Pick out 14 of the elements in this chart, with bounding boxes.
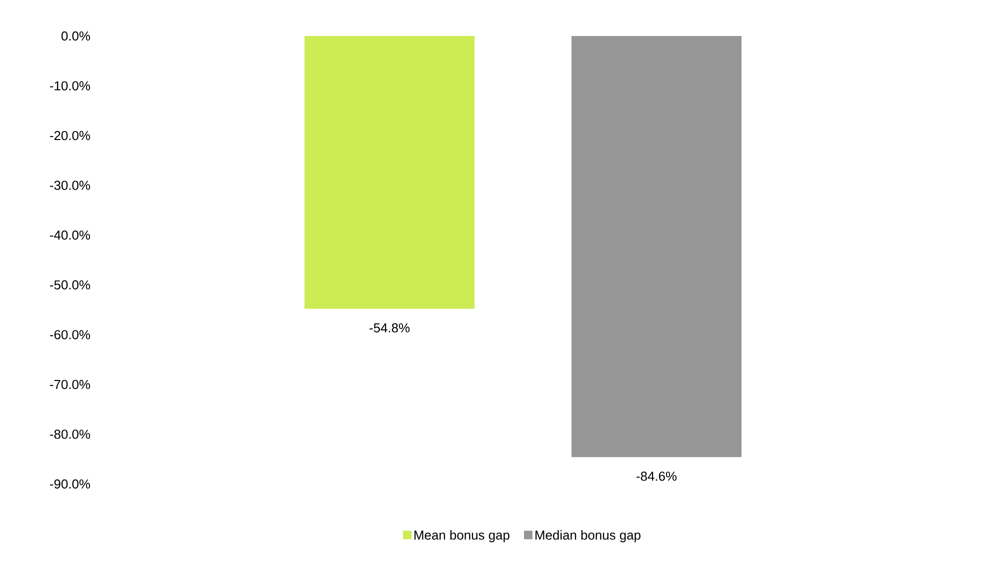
y-tick-label: -90.0% (50, 479, 90, 489)
y-tick-label: -80.0% (50, 430, 90, 439)
data-label: -84.6% (636, 472, 677, 481)
y-tick-label: -60.0% (50, 330, 90, 340)
y-tick-label: -70.0% (50, 380, 90, 390)
y-tick-label: -50.0% (50, 280, 90, 290)
legend-label: Median bonus gap (536, 530, 640, 542)
y-tick-label: 0.0% (61, 31, 90, 41)
legend-label: Mean bonus gap (414, 530, 510, 542)
y-tick-label: -30.0% (50, 180, 90, 190)
y-tick-label: -20.0% (50, 130, 90, 140)
data-label: -54.8% (370, 323, 410, 332)
y-tick-label: -40.0% (50, 230, 90, 240)
y-tick-label: -10.0% (50, 81, 90, 90)
